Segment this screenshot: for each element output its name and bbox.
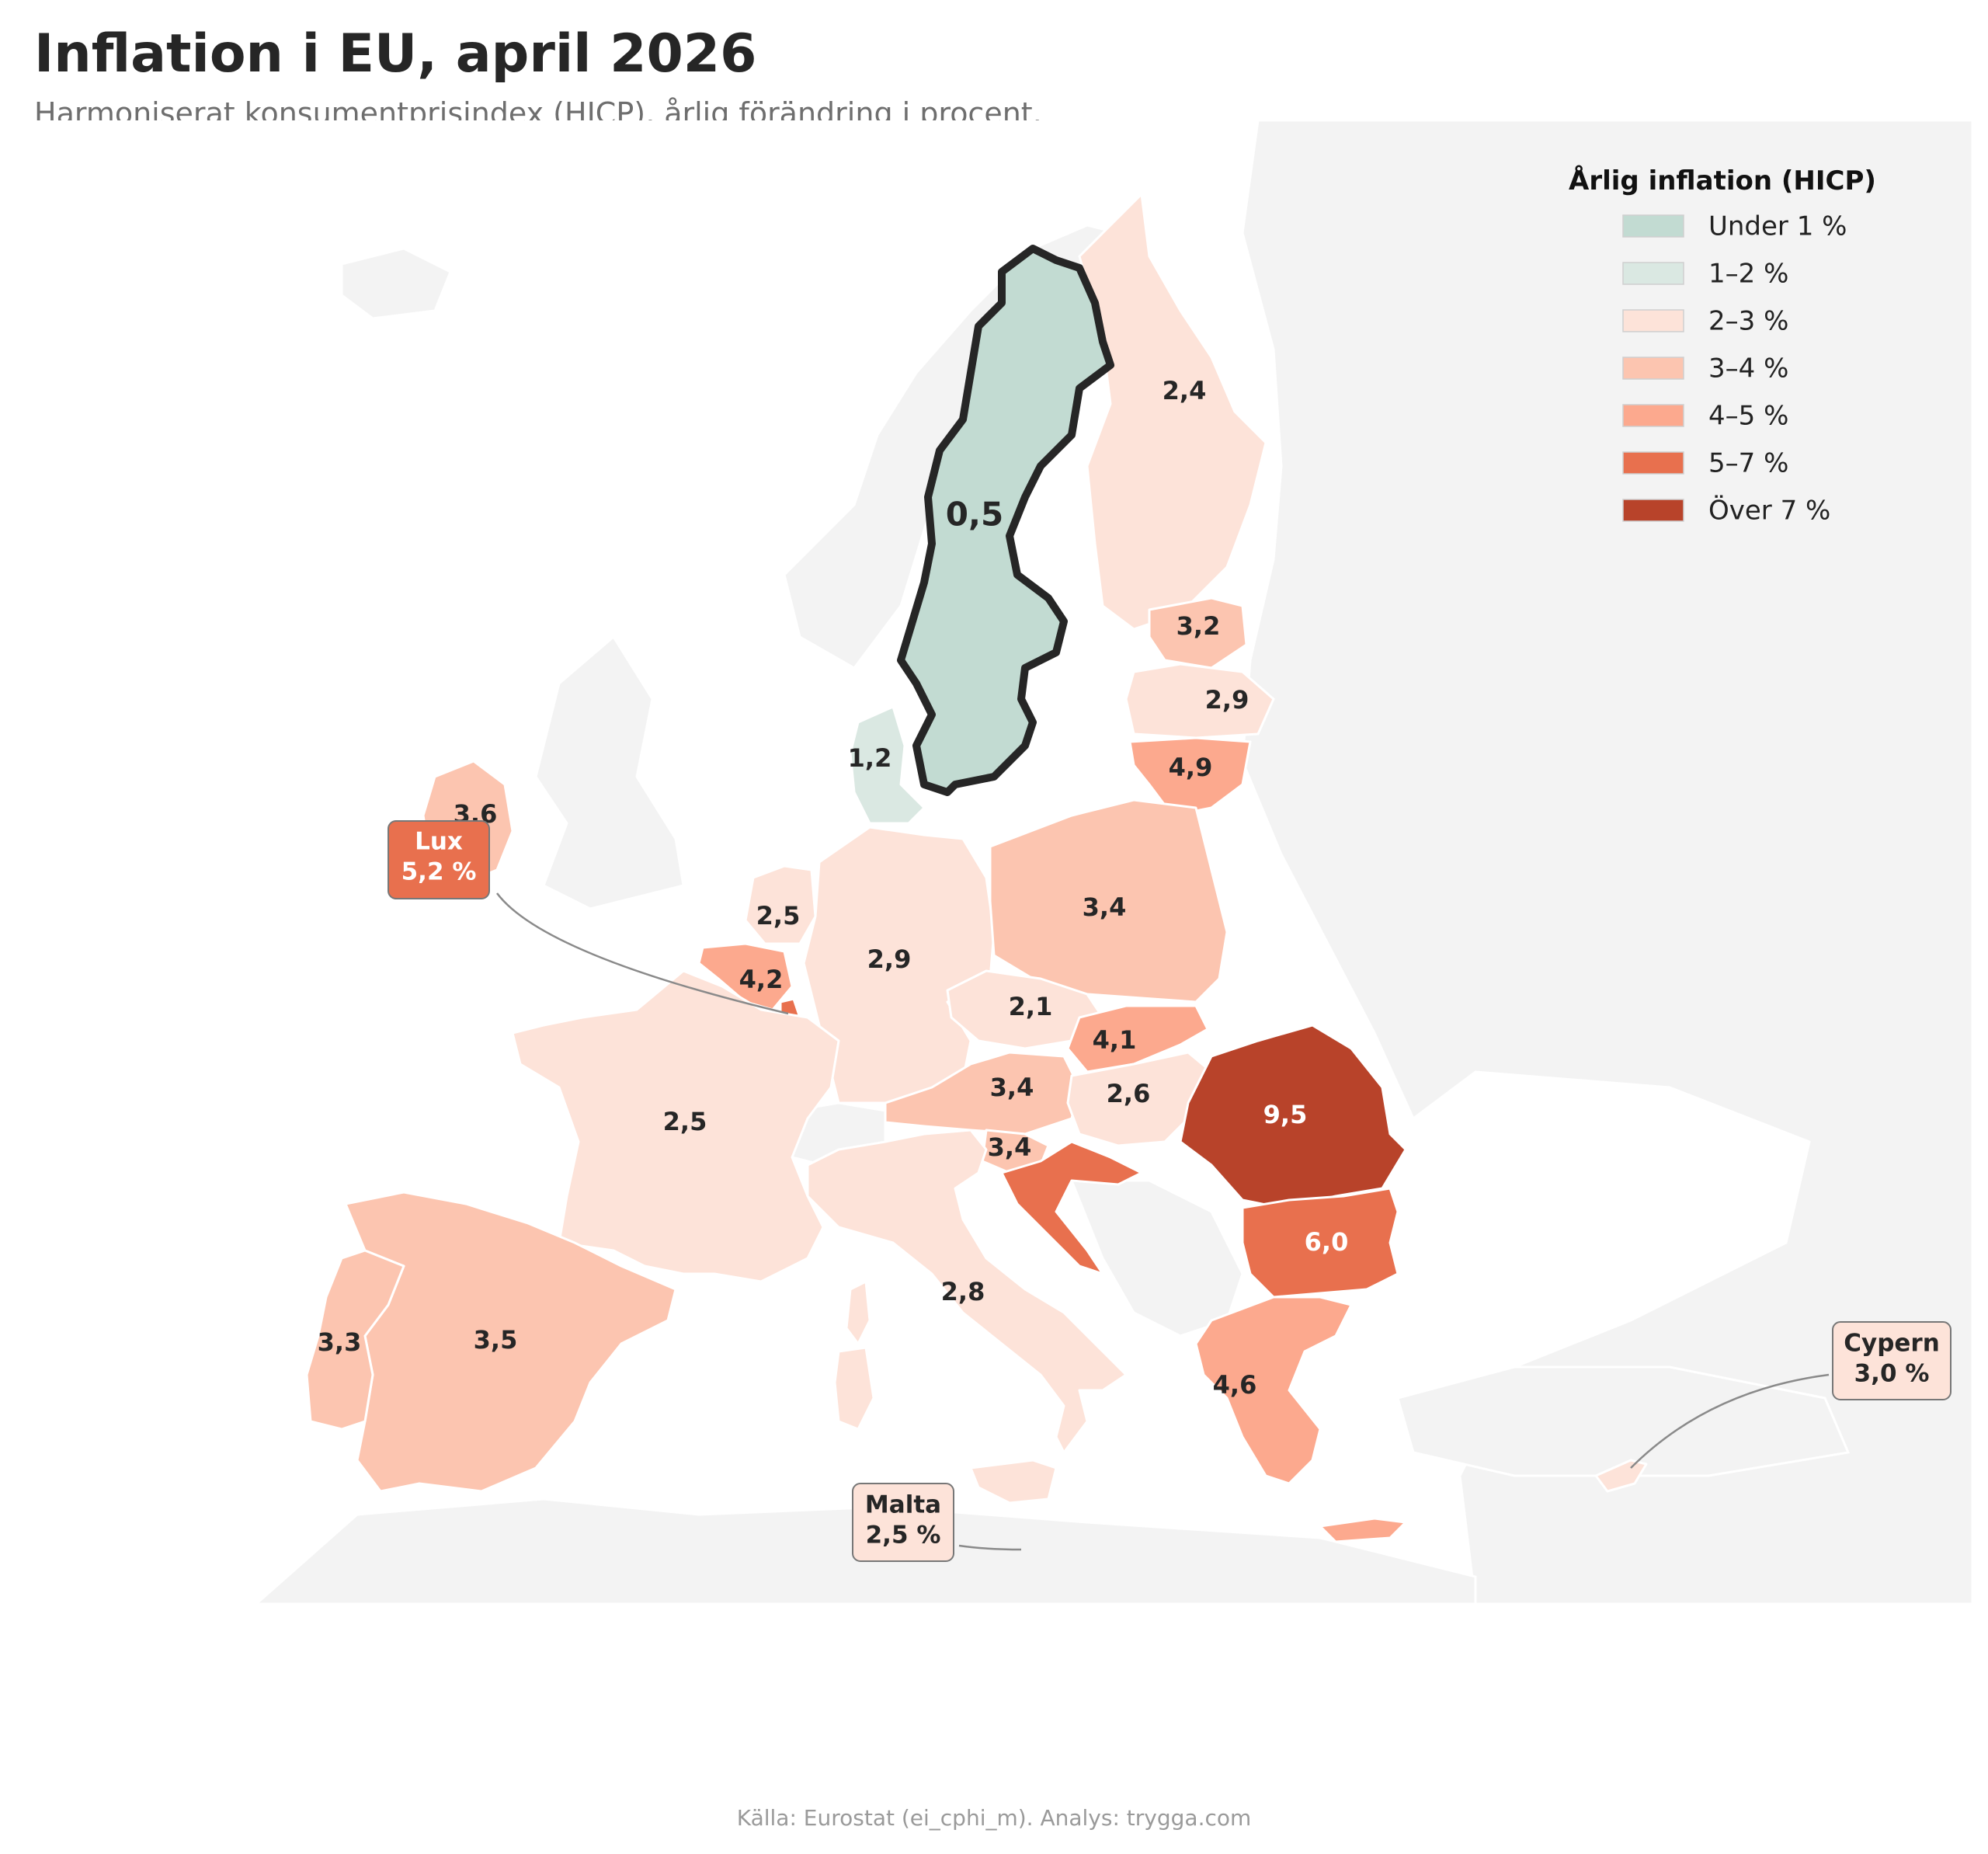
- legend-swatch: [1622, 499, 1684, 522]
- country-cyprus: [1594, 1459, 1648, 1493]
- country-bulgaria: [1241, 1187, 1399, 1299]
- legend-swatch: [1622, 214, 1684, 238]
- legend-label: 5–7 %: [1708, 448, 1788, 479]
- legend-swatch: [1622, 262, 1684, 285]
- callout-cyprus-value: 3,0 %: [1854, 1360, 1930, 1388]
- country-portugal: [305, 1249, 405, 1431]
- label-austria: 3,4: [990, 1073, 1034, 1102]
- eu-countries: [305, 193, 1648, 1543]
- background-land: [34, 119, 1974, 1605]
- label-slovenia: 3,4: [988, 1132, 1032, 1162]
- country-italy: [806, 1129, 1128, 1454]
- legend-label: 4–5 %: [1708, 401, 1788, 432]
- legend-swatch: [1622, 404, 1684, 427]
- map-title: Inflation i EU, april 2026: [34, 23, 757, 85]
- country-greece: [1194, 1296, 1353, 1485]
- label-sweden: 0,5: [946, 496, 1003, 534]
- label-czechia: 2,1: [1009, 992, 1053, 1021]
- country-lithuania: [1128, 736, 1252, 817]
- country-slovakia: [1066, 1004, 1209, 1073]
- country-germany: [802, 826, 996, 1104]
- country-poland: [989, 798, 1229, 1004]
- source-note: Källa: Eurostat (ei_cphi_m). Analys: try…: [736, 1805, 1252, 1831]
- country-croatia: [1000, 1140, 1143, 1275]
- label-finland: 2,4: [1163, 376, 1207, 405]
- label-bulgaria: 6,0: [1305, 1227, 1349, 1257]
- label-spain: 3,5: [474, 1325, 518, 1355]
- legend-label: Över 7 %: [1708, 495, 1830, 527]
- legend-swatch: [1622, 357, 1684, 380]
- label-belgium: 4,2: [739, 965, 784, 994]
- legend: Årlig inflation (HICP) Under 1 % 1–2 % 2–3…: [1569, 165, 1876, 527]
- label-portugal: 3,3: [318, 1327, 362, 1357]
- country-estonia: [1148, 597, 1248, 670]
- label-romania: 9,5: [1263, 1100, 1308, 1129]
- callout-lux-value: 5,2 %: [401, 858, 477, 886]
- callout-malta: Malta 2,5 %: [852, 1483, 1022, 1562]
- country-hungary: [1066, 1051, 1213, 1147]
- country-italy-sardinia: [833, 1346, 875, 1431]
- country-sweden: [897, 245, 1114, 796]
- label-lithuania: 4,9: [1169, 753, 1213, 782]
- callout-lux-name: Lux: [415, 828, 463, 856]
- legend-label: 3–4 %: [1708, 353, 1788, 384]
- label-latvia: 2,9: [1205, 685, 1249, 715]
- country-netherlands: [744, 864, 817, 945]
- country-romania: [1179, 1024, 1407, 1209]
- legend-title: Årlig inflation (HICP): [1569, 165, 1876, 197]
- country-latvia: [1124, 663, 1275, 739]
- legend-swatch: [1622, 451, 1684, 475]
- country-france-corsica: [845, 1280, 871, 1345]
- label-netherlands: 2,5: [756, 901, 801, 930]
- callout-malta-name: Malta: [865, 1491, 941, 1519]
- label-italy: 2,8: [941, 1277, 985, 1306]
- legend-swatch: [1622, 309, 1684, 332]
- label-estonia: 3,2: [1176, 611, 1221, 641]
- country-denmark: [849, 705, 926, 825]
- callout-cyprus-name: Cypern: [1844, 1330, 1940, 1358]
- label-denmark: 1,2: [848, 743, 892, 773]
- country-france: [511, 969, 840, 1283]
- country-italy-sicily: [969, 1459, 1058, 1504]
- legend-label: Under 1 %: [1708, 211, 1847, 242]
- callout-luxembourg: Lux 5,2 %: [388, 820, 789, 1015]
- label-france: 2,5: [663, 1107, 707, 1136]
- callout-cyprus: Cypern 3,0 %: [1630, 1321, 1952, 1469]
- country-finland: [1078, 193, 1267, 631]
- label-hungary: 2,6: [1107, 1079, 1151, 1108]
- legend-label: 2–3 %: [1708, 306, 1788, 337]
- legend-label: 1–2 %: [1708, 259, 1788, 290]
- country-greece-crete: [1319, 1517, 1407, 1543]
- callout-malta-value: 2,5 %: [866, 1522, 941, 1550]
- label-poland: 3,4: [1083, 892, 1127, 922]
- label-germany: 2,9: [867, 944, 912, 974]
- label-greece: 4,6: [1213, 1370, 1257, 1400]
- label-slovakia: 4,1: [1093, 1025, 1137, 1055]
